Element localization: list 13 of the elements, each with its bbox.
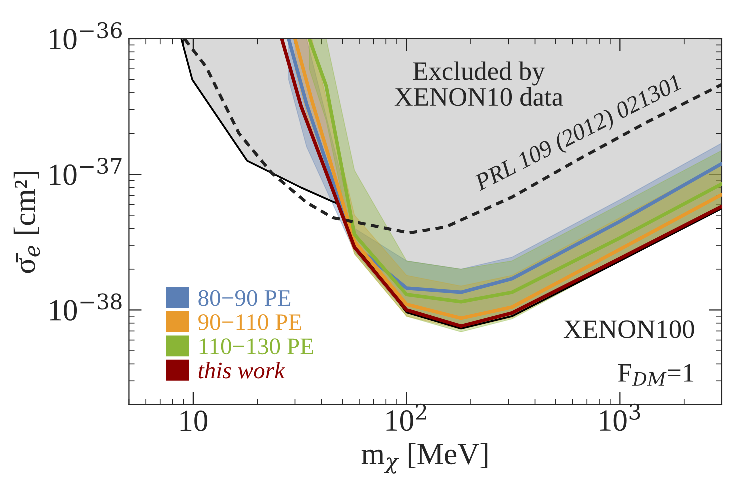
legend-label: this work — [198, 362, 286, 379]
annotation: Excluded by XENON10 data — [394, 62, 564, 106]
y-tick-label: 10$^{−37}$ — [50, 158, 122, 186]
legend-label: 90−110 PE — [198, 314, 302, 330]
annotation: XENON100 — [564, 320, 694, 338]
y-axis-title: σ̄$_{e}$ [cm²] — [14, 172, 40, 274]
annotation: F$_{DM}$=1 — [618, 364, 694, 386]
legend-label: 80−90 PE — [198, 290, 291, 306]
y-tick-label: 10$^{−38}$ — [50, 294, 122, 321]
x-axis-title: m$_{χ}$ [MeV] — [362, 443, 488, 474]
y-tick-label: 10$^{−36}$ — [50, 22, 122, 50]
x-tick-label: 10 — [180, 410, 208, 432]
legend-label: 110−130 PE — [200, 338, 314, 355]
